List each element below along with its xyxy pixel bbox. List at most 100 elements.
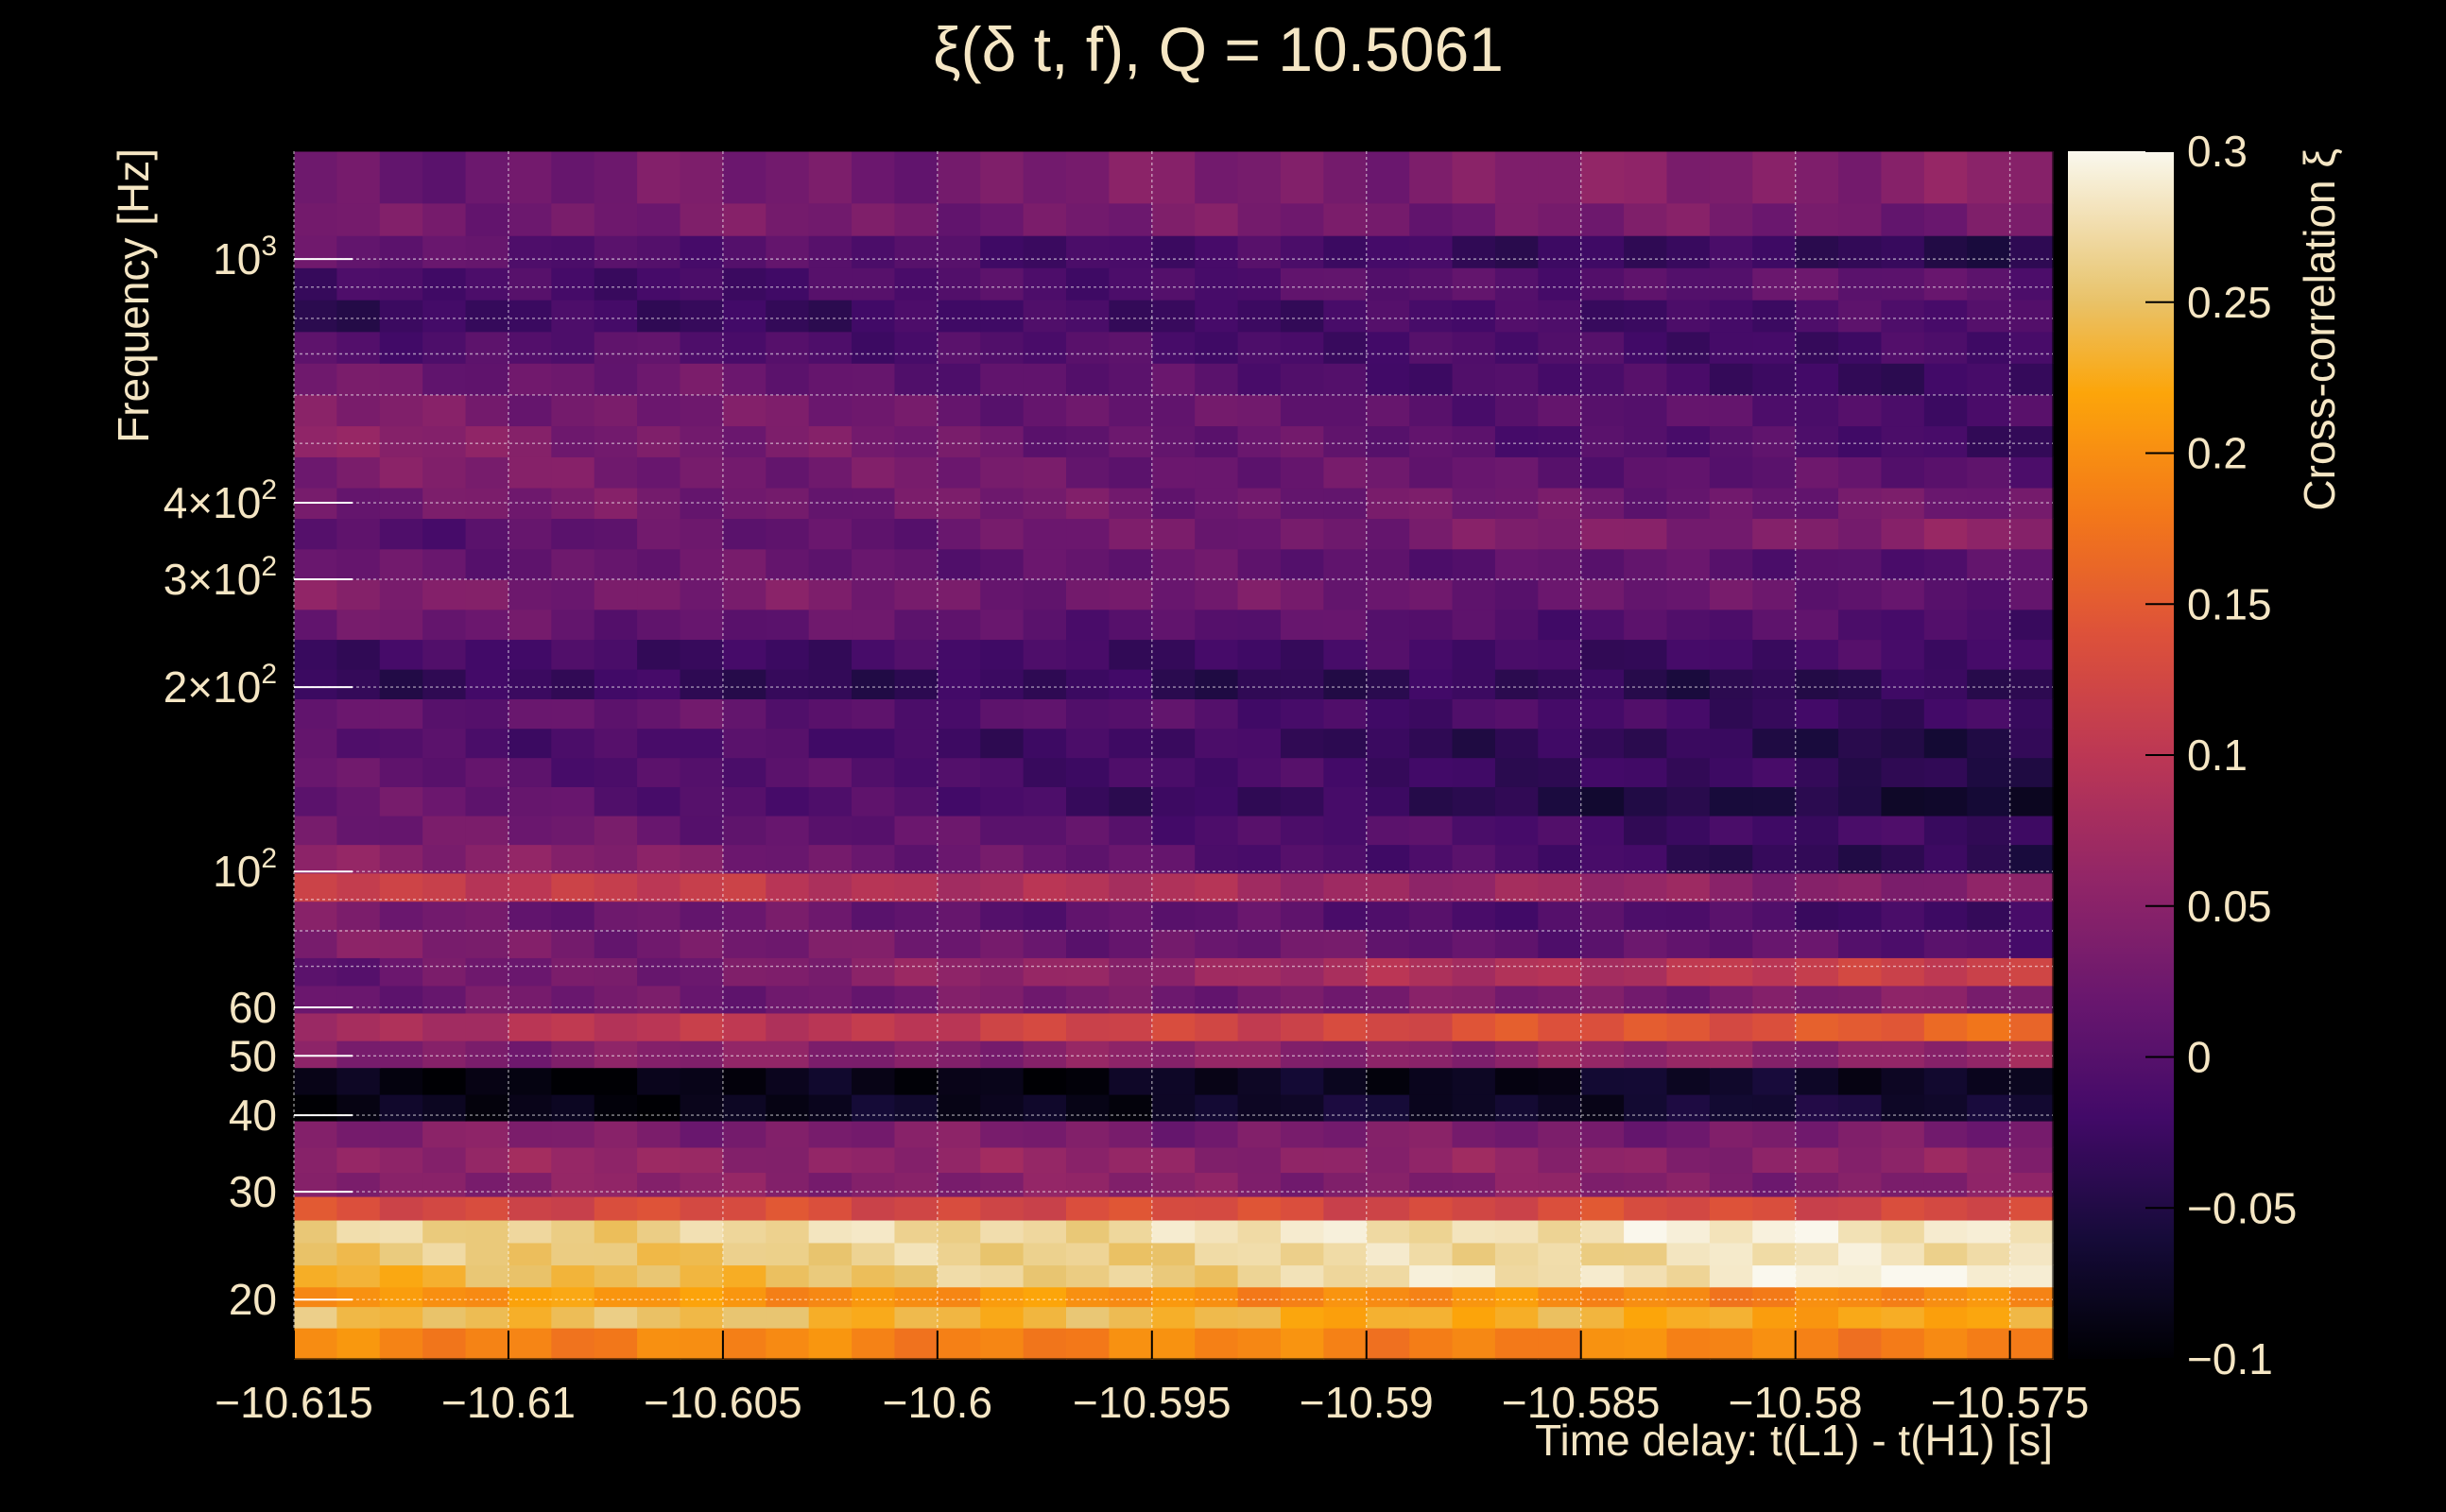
- y-tick-label: 60: [229, 983, 277, 1032]
- heatmap-cell: [1923, 668, 1969, 699]
- heatmap-cell: [551, 1067, 595, 1095]
- heatmap-cell: [766, 1242, 810, 1266]
- heatmap-cell: [1538, 1242, 1582, 1266]
- heatmap-cell: [1881, 728, 1925, 759]
- heatmap-cell: [766, 815, 810, 846]
- heatmap-cell: [1752, 1120, 1797, 1148]
- heatmap-cell: [1666, 1327, 1711, 1360]
- heatmap-cell: [1366, 844, 1410, 874]
- heatmap-cell: [1151, 331, 1196, 364]
- heatmap-cell: [294, 728, 338, 759]
- heatmap-cell: [1366, 872, 1410, 902]
- heatmap-cell: [422, 786, 467, 816]
- heatmap-cell: [1195, 698, 1239, 730]
- heatmap-cell: [1323, 1219, 1368, 1244]
- heatmap-cell: [1280, 815, 1325, 846]
- heatmap-cell: [1881, 548, 1925, 580]
- heatmap-cell: [594, 151, 638, 204]
- heatmap-cell: [1923, 151, 1969, 204]
- heatmap-cell: [465, 815, 509, 846]
- heatmap-cell: [937, 1093, 982, 1122]
- heatmap-cell: [894, 234, 939, 268]
- heatmap-cell: [1967, 1040, 2011, 1069]
- heatmap-cell: [1538, 1264, 1582, 1288]
- heatmap-cell: [1151, 1195, 1196, 1221]
- heatmap-cell: [594, 929, 638, 958]
- heatmap-cell: [1538, 299, 1582, 333]
- heatmap-cell: [1409, 985, 1454, 1014]
- heatmap-cell: [766, 299, 810, 333]
- heatmap-cell: [1881, 394, 1925, 427]
- heatmap-cell: [1967, 1219, 2011, 1244]
- heatmap-cell: [1452, 929, 1496, 958]
- heatmap-cell: [937, 1242, 982, 1266]
- heatmap-cell: [2009, 456, 2054, 489]
- heatmap-cell: [1795, 425, 1839, 457]
- heatmap-cell: [1795, 1040, 1839, 1069]
- heatmap-cell: [1409, 639, 1454, 670]
- heatmap-cell: [551, 1012, 595, 1041]
- heatmap-cell: [1066, 1120, 1111, 1148]
- heatmap-cell: [1752, 331, 1797, 364]
- heatmap-cell: [1923, 728, 1969, 759]
- heatmap-cell: [937, 1219, 982, 1244]
- heatmap-cell: [1923, 331, 1969, 364]
- heatmap-cell: [1109, 578, 1153, 610]
- heatmap-cell: [1494, 957, 1540, 987]
- heatmap-cell: [937, 844, 982, 874]
- heatmap-cell: [422, 728, 467, 759]
- heatmap-cell: [1195, 456, 1239, 489]
- heatmap-cell: [1709, 267, 1754, 301]
- heatmap-cell: [680, 1172, 724, 1197]
- heatmap-cell: [1409, 1120, 1454, 1148]
- heatmap-cell: [1580, 1242, 1625, 1266]
- heatmap-cell: [766, 957, 810, 987]
- heatmap-cell: [2009, 202, 2054, 236]
- heatmap-cell: [1494, 363, 1540, 396]
- heatmap-cell: [1538, 331, 1582, 364]
- heatmap-cell: [1366, 757, 1410, 787]
- heatmap-cell: [336, 815, 381, 846]
- heatmap-cell: [1366, 668, 1410, 699]
- heatmap-cell: [1066, 331, 1111, 364]
- heatmap-cell: [1752, 929, 1797, 958]
- heatmap-cell: [1881, 518, 1925, 550]
- heatmap-cell: [1838, 425, 1883, 457]
- heatmap-cell: [766, 1219, 810, 1244]
- heatmap-cell: [594, 1040, 638, 1069]
- heatmap-cell: [722, 1306, 767, 1329]
- heatmap-cell: [294, 151, 338, 204]
- heatmap-cell: [336, 1067, 381, 1095]
- heatmap-cell: [294, 1067, 338, 1095]
- heatmap-cell: [894, 1146, 939, 1174]
- heatmap-cell: [465, 844, 509, 874]
- heatmap-cell: [1538, 668, 1582, 699]
- heatmap-cell: [1237, 872, 1282, 902]
- heatmap-cell: [1624, 786, 1668, 816]
- heatmap-cell: [1323, 363, 1368, 396]
- heatmap-cell: [594, 901, 638, 931]
- heatmap-cell: [379, 1286, 423, 1308]
- heatmap-cell: [1323, 299, 1368, 333]
- heatmap-cell: [1967, 1242, 2011, 1266]
- heatmap-cell: [637, 151, 681, 204]
- heatmap-cell: [1237, 786, 1282, 816]
- heatmap-cell: [1452, 844, 1496, 874]
- heatmap-cell: [336, 267, 381, 301]
- heatmap-cell: [1023, 1286, 1067, 1308]
- heatmap-cell: [680, 815, 724, 846]
- heatmap-cell: [1967, 985, 2011, 1014]
- heatmap-cell: [1709, 1264, 1754, 1288]
- heatmap-cell: [594, 872, 638, 902]
- heatmap-cell: [1709, 202, 1754, 236]
- heatmap-cell: [1366, 1146, 1410, 1174]
- heatmap-cell: [2009, 1040, 2054, 1069]
- heatmap-cell: [766, 1306, 810, 1329]
- heatmap-cell: [1195, 1264, 1239, 1288]
- heatmap-cell: [1323, 1067, 1368, 1095]
- heatmap-cell: [422, 331, 467, 364]
- heatmap-cell: [1409, 1146, 1454, 1174]
- heatmap-cell: [1752, 1286, 1797, 1308]
- heatmap-cell: [1066, 957, 1111, 987]
- heatmap-cell: [1323, 1040, 1368, 1069]
